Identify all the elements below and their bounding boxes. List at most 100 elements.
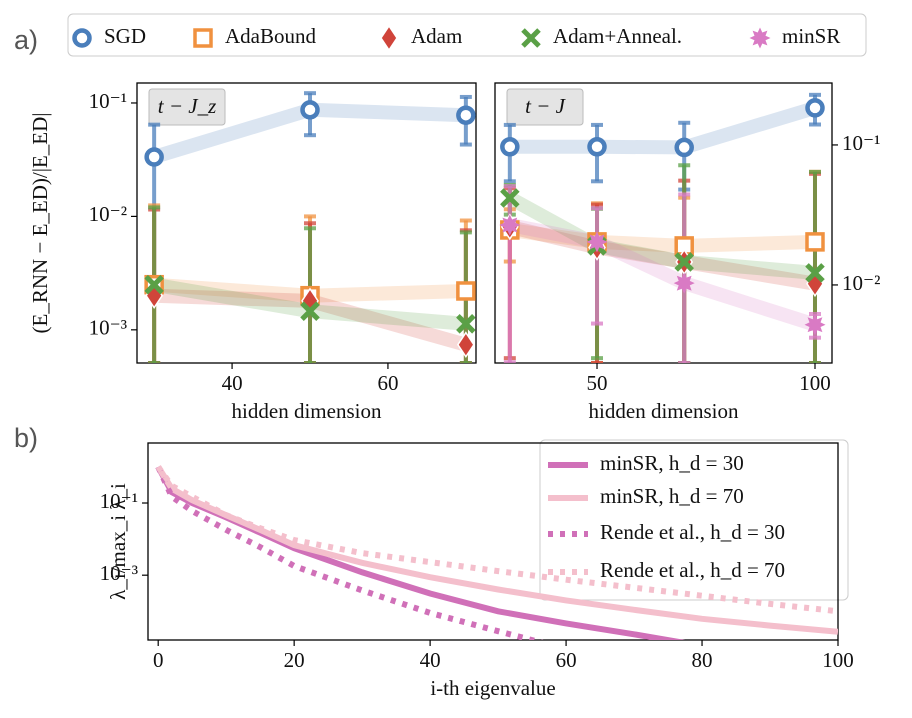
panel-label: a) [14,25,38,55]
marker [587,137,607,157]
annotation: t − J [525,94,567,118]
x-tick-label: 100 [799,371,831,395]
marker-diamond [380,24,398,52]
marker-circle [144,147,164,167]
marker-circle [300,100,320,120]
annotation-box [148,88,226,126]
trend-band [508,218,818,332]
marker-star [749,27,771,49]
annotation: t − J_z [158,94,217,118]
y-axis-label: (E_RNN − E_ED)/|E_ED| [28,113,52,334]
x-tick-label: 60 [377,371,398,395]
marker [804,314,826,336]
x-tick-label: 60 [556,648,577,672]
trend-band [509,101,818,155]
marker [674,137,694,158]
y-tick-label: 10⁻² [842,271,880,295]
x-tick-label: 100 [822,648,854,672]
marker [499,214,521,236]
marker [805,232,825,252]
x-tick-label: 20 [284,648,305,672]
x-axis-label: i-th eigenvalue [430,676,555,700]
marker [586,231,608,253]
marker [456,314,476,334]
x-tick-label: 80 [692,648,713,672]
y-tick-label: 10⁻³ [100,561,138,585]
marker-x [805,263,825,283]
marker [500,188,520,208]
x-axis-label: hidden dimension [232,399,382,423]
trend-band [506,191,816,280]
marker-star [804,314,826,336]
trend-band [508,223,816,253]
plot-frame [147,442,839,641]
legend-box [67,13,867,57]
marker [500,137,520,157]
y-axis-label: λ_i/max_i λ_i [106,483,130,600]
marker [456,281,476,301]
marker-star [586,231,608,253]
x-tick-label: 40 [222,371,243,395]
marker [674,252,694,272]
line [155,465,544,640]
marker-x [521,28,541,48]
marker-circle [674,137,694,158]
marker [193,28,213,48]
marker [521,28,541,48]
marker [72,28,92,48]
marker-square [805,232,825,252]
legend-box [539,439,849,601]
x-tick-label: 50 [587,371,608,395]
y-tick-label: 10⁻¹ [842,131,880,155]
line [155,465,838,635]
marker [380,24,398,52]
line [155,465,838,615]
marker-square [456,281,476,301]
marker [144,274,164,295]
marker [749,27,771,49]
marker-diamond [456,331,475,359]
x-axis-label: hidden dimension [589,399,739,423]
marker-circle [456,105,476,125]
annotation-box [506,88,584,126]
marker-x [674,252,694,272]
error-bar [503,184,516,363]
y-tick-label: 10⁻² [89,202,127,226]
marker [456,105,476,125]
marker-star [673,272,695,294]
marker [673,272,695,294]
marker-x [500,188,520,208]
marker-square [193,28,213,48]
trend-band [508,220,817,291]
marker-x [144,274,164,295]
legend-label: minSR, h_d = 70 [600,484,744,508]
plot-frame [494,82,833,364]
marker [805,263,825,283]
marker-circle [72,28,92,48]
marker-star [499,214,521,236]
marker-circle [587,137,607,157]
error-bar [591,206,604,326]
x-tick-label: 0 [153,648,164,672]
panel-label: b) [14,423,38,453]
marker [144,147,164,167]
legend-label: AdaBound [225,24,316,48]
marker [805,98,825,118]
y-tick-label: 10⁻¹ [89,89,127,113]
marker-circle [805,98,825,118]
marker-x [300,301,320,321]
y-tick-label: 10⁻¹ [100,489,138,513]
legend-label: Rende et al., h_d = 30 [600,520,785,544]
y-tick-label: 10⁻³ [89,316,127,340]
legend-label: Adam [411,24,462,48]
legend-label: minSR, h_d = 30 [600,451,744,475]
marker-circle [500,137,520,157]
marker [456,331,475,359]
legend-label: SGD [104,24,146,48]
x-tick-label: 40 [420,648,441,672]
marker-x [456,314,476,334]
marker [300,100,320,120]
legend-label: minSR [782,24,840,48]
marker [300,301,320,321]
